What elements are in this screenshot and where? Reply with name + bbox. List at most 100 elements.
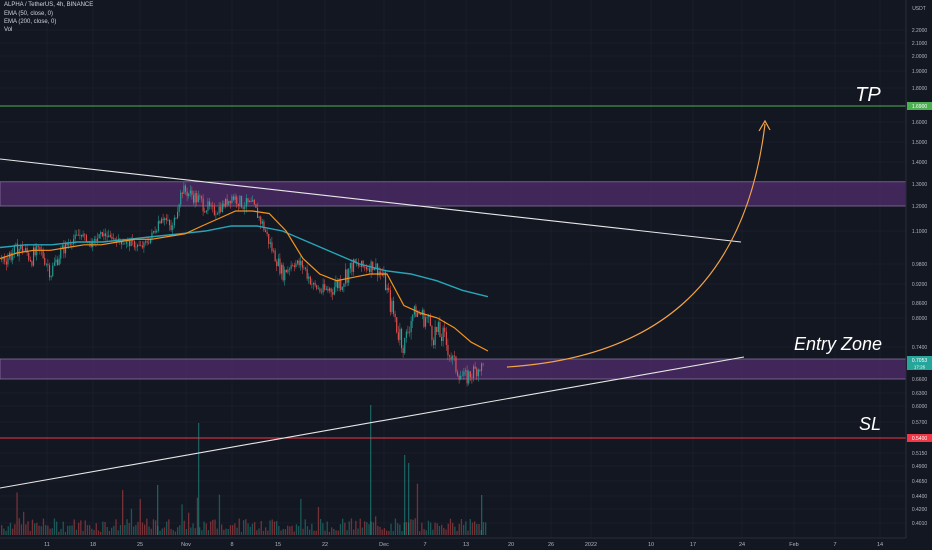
volume-bar (207, 530, 210, 535)
candle-body (281, 264, 283, 274)
candle-body (343, 283, 345, 288)
volume-bar (313, 530, 315, 535)
volume-bar (320, 519, 322, 535)
candle-body (479, 369, 481, 371)
candle-body (133, 241, 135, 248)
price-tick-label: 1.5000 (912, 140, 928, 146)
candle-body (319, 288, 321, 292)
candle-body (84, 234, 86, 236)
volume-bar (89, 525, 91, 535)
price-tick-label: 1.6000 (912, 120, 928, 126)
price-tick-label: 1.2000 (912, 204, 928, 210)
candle-body (71, 243, 73, 245)
candle-body (388, 287, 390, 291)
candle-body (306, 268, 308, 279)
time-tick-label: 26 (548, 542, 554, 548)
candle-body (303, 267, 305, 269)
volume-bar (375, 516, 377, 535)
volume-bar (84, 520, 86, 535)
volume-bar (56, 521, 58, 535)
volume-bar (454, 526, 456, 535)
candle-body (428, 315, 430, 318)
volume-bar (416, 483, 419, 535)
sl-annotation: SL (859, 414, 881, 434)
candle-body (114, 238, 116, 240)
candle-body (234, 196, 236, 200)
candle-body (437, 322, 439, 332)
volume-bar (166, 521, 168, 535)
volume-bar (293, 531, 295, 535)
candle-body (236, 196, 238, 205)
candle-body (2, 257, 4, 260)
volume-bar (139, 499, 141, 535)
price-tick-label: 0.6300 (912, 391, 928, 397)
volume-bar (386, 530, 388, 535)
volume-bar (359, 518, 361, 535)
candle-body (362, 260, 364, 267)
candle-body (106, 236, 108, 238)
candle-body (298, 260, 300, 266)
candle-body (477, 369, 479, 377)
candle-body (28, 252, 30, 260)
volume-bar (78, 522, 80, 535)
volume-bar (401, 531, 403, 535)
volume-bar (322, 523, 324, 535)
candle-body (305, 267, 307, 269)
volume-bar (97, 530, 100, 535)
volume-bar (460, 519, 463, 535)
candle-body (25, 248, 27, 251)
volume-bar (155, 520, 157, 535)
symbol-title[interactable]: ALPHA / TetherUS, 4h, BINANCE (4, 2, 94, 8)
price-tick-label: 0.4900 (912, 464, 928, 470)
candle-body (169, 220, 171, 226)
candle-body (333, 287, 335, 295)
candle-body (389, 290, 391, 312)
candle-body (394, 313, 396, 318)
candle-body (241, 195, 243, 208)
volume-bar (168, 519, 170, 535)
candle-body (468, 371, 470, 384)
volume-bar (317, 507, 320, 535)
candle-body (473, 366, 475, 378)
volume-bar (91, 528, 93, 535)
volume-bar (25, 524, 27, 535)
candle-body (393, 300, 395, 314)
legend-volume[interactable]: Vol (4, 27, 13, 33)
candle-body (289, 268, 291, 270)
candle-body (156, 230, 158, 233)
volume-bar (408, 463, 410, 535)
candle-body (180, 192, 182, 205)
volume-bar (80, 520, 82, 535)
volume-bar (194, 528, 196, 535)
price-tick-label: 0.8000 (912, 316, 928, 322)
volume-bar (111, 527, 113, 535)
legend-ema50[interactable]: EMA (50, close, 0) (4, 11, 54, 17)
legend-ema200[interactable]: EMA (200, close, 0) (4, 19, 57, 25)
candle-body (372, 261, 374, 271)
candle-body (247, 198, 249, 203)
price-tick-label: 2.2000 (912, 28, 928, 34)
volume-bar (212, 519, 214, 535)
candle-body (100, 232, 102, 235)
volume-bar (221, 524, 223, 535)
candle-body (17, 243, 19, 257)
candle-body (15, 243, 17, 245)
volume-bar (113, 525, 115, 535)
candle-body (258, 216, 260, 218)
price-tick-label: 1.4000 (912, 160, 928, 166)
candle-body (327, 288, 329, 291)
candle-body (60, 248, 62, 259)
volume-bar (485, 522, 487, 535)
volume-bar (324, 530, 326, 535)
candle-body (359, 265, 361, 267)
candle-body (409, 332, 411, 333)
candle-body (205, 210, 207, 213)
candle-body (4, 257, 6, 262)
candle-body (76, 234, 78, 236)
volume-bar (185, 529, 188, 535)
candle-body (401, 328, 403, 349)
volume-bar (333, 528, 335, 535)
candle-body (47, 264, 49, 266)
volume-bar (38, 525, 40, 535)
